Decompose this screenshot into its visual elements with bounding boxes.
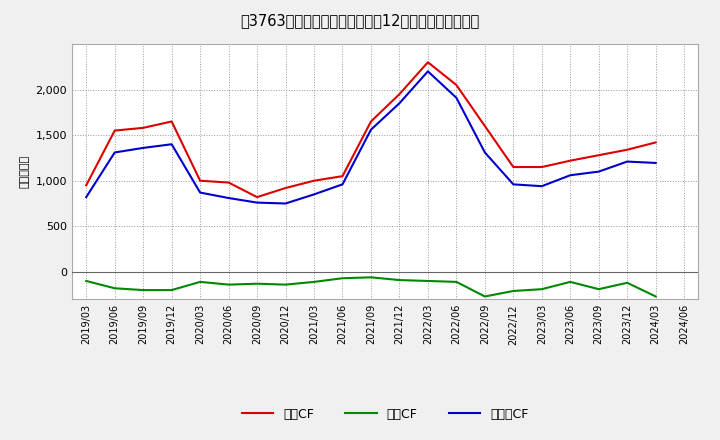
フリーCF	[480, 150, 489, 155]
営業CF	[537, 165, 546, 170]
営業CF	[480, 123, 489, 128]
フリーCF	[167, 142, 176, 147]
営業CF	[196, 178, 204, 183]
投資CF	[225, 282, 233, 287]
営業CF	[167, 119, 176, 124]
営業CF	[225, 180, 233, 185]
投資CF	[253, 281, 261, 286]
フリーCF	[282, 201, 290, 206]
営業CF	[595, 153, 603, 158]
フリーCF	[623, 159, 631, 164]
営業CF	[652, 140, 660, 145]
営業CF	[623, 147, 631, 152]
フリーCF	[225, 195, 233, 201]
投資CF	[537, 286, 546, 292]
投資CF	[110, 286, 119, 291]
投資CF	[167, 287, 176, 293]
投資CF	[423, 279, 432, 284]
フリーCF	[310, 192, 318, 197]
投資CF	[566, 279, 575, 285]
投資CF	[310, 279, 318, 285]
フリーCF	[366, 127, 375, 132]
Y-axis label: （百万円）: （百万円）	[20, 155, 30, 188]
フリーCF	[509, 182, 518, 187]
フリーCF	[395, 101, 404, 106]
投資CF	[82, 279, 91, 284]
営業CF	[139, 125, 148, 131]
投資CF	[282, 282, 290, 287]
フリーCF	[566, 172, 575, 178]
営業CF	[423, 59, 432, 65]
Line: フリーCF: フリーCF	[86, 71, 656, 203]
営業CF	[509, 165, 518, 170]
Line: 投資CF: 投資CF	[86, 277, 656, 297]
営業CF	[282, 185, 290, 191]
フリーCF	[423, 69, 432, 74]
フリーCF	[595, 169, 603, 174]
営業CF	[253, 194, 261, 200]
Text: ［3763］　キャッシュフローの12か月移動合計の推移: ［3763］ キャッシュフローの12か月移動合計の推移	[240, 13, 480, 28]
投資CF	[366, 275, 375, 280]
フリーCF	[139, 145, 148, 150]
営業CF	[366, 119, 375, 124]
営業CF	[338, 173, 347, 179]
フリーCF	[82, 194, 91, 200]
フリーCF	[452, 95, 461, 100]
投資CF	[623, 280, 631, 286]
営業CF	[566, 158, 575, 163]
投資CF	[395, 278, 404, 283]
投資CF	[480, 294, 489, 299]
Legend: 営業CF, 投資CF, フリーCF: 営業CF, 投資CF, フリーCF	[237, 403, 534, 425]
営業CF	[452, 82, 461, 88]
フリーCF	[196, 190, 204, 195]
営業CF	[310, 178, 318, 183]
Line: 営業CF: 営業CF	[86, 62, 656, 197]
投資CF	[595, 286, 603, 292]
フリーCF	[537, 183, 546, 189]
フリーCF	[338, 182, 347, 187]
投資CF	[139, 287, 148, 293]
投資CF	[338, 275, 347, 281]
投資CF	[652, 294, 660, 299]
営業CF	[110, 128, 119, 133]
営業CF	[82, 183, 91, 188]
投資CF	[452, 279, 461, 285]
フリーCF	[110, 150, 119, 155]
営業CF	[395, 92, 404, 97]
投資CF	[196, 279, 204, 285]
フリーCF	[652, 160, 660, 165]
投資CF	[509, 288, 518, 293]
フリーCF	[253, 200, 261, 205]
